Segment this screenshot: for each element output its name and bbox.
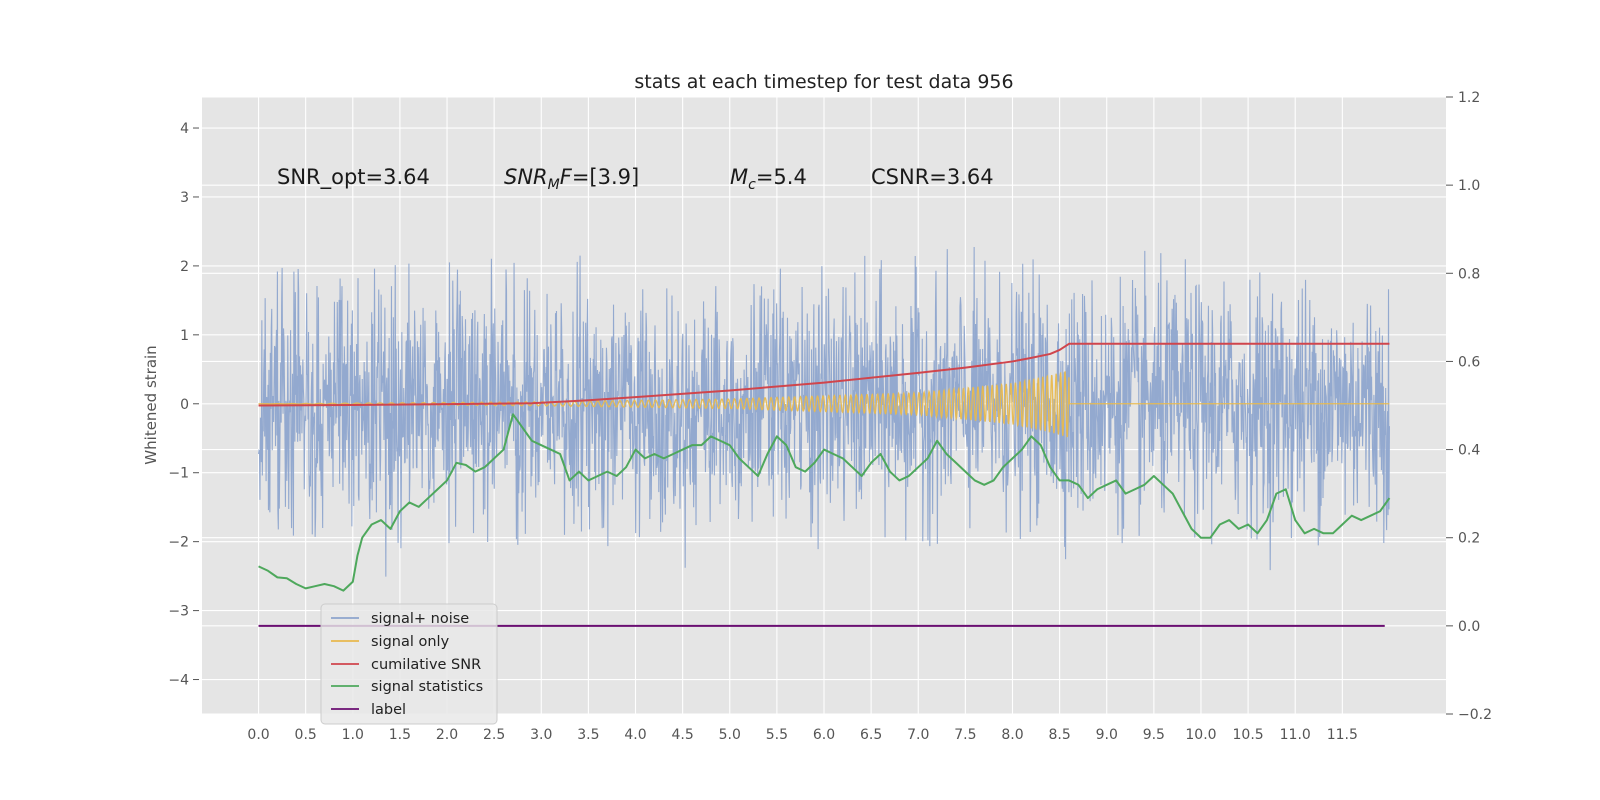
x-tick-label: 6.5 xyxy=(860,727,882,743)
x-tick-label: 11.5 xyxy=(1327,727,1358,743)
y-tick-label: −2 xyxy=(168,535,189,551)
x-tick-label: 5.5 xyxy=(766,727,788,743)
annotation-snr-mf: SNRMF=[3.9] xyxy=(504,165,639,193)
y2-tick-label: 0.0 xyxy=(1458,619,1480,635)
y-axis-label: Whitened strain xyxy=(142,345,160,464)
x-tick-label: 0.0 xyxy=(247,727,269,743)
annotation-snr-mf-sub: M xyxy=(548,177,560,193)
line-cumilative-snr xyxy=(258,342,1390,407)
y-tick-label: 3 xyxy=(180,190,189,206)
series-signal-plus-noise xyxy=(258,247,1390,577)
legend-item-signal-plus-noise: signal+ noise xyxy=(331,611,469,627)
y2-tick-label: 1.0 xyxy=(1458,178,1480,194)
y2-tick-label: −0.2 xyxy=(1458,707,1492,723)
y-tick-label: −3 xyxy=(168,604,189,620)
x-tick-label: 4.0 xyxy=(624,727,646,743)
y-tick-label: −1 xyxy=(168,466,189,482)
annotation-snr-opt: SNR_opt=3.64 xyxy=(277,165,430,190)
y-tick-label: 1 xyxy=(180,328,189,344)
x-tick-label: 0.5 xyxy=(295,727,317,743)
legend-item-label: label xyxy=(331,702,406,718)
y-tick-label: −4 xyxy=(168,673,189,689)
y2-tick-label: 0.6 xyxy=(1458,354,1480,370)
x-tick-label: 3.0 xyxy=(530,727,552,743)
legend-item-cumilative-snr: cumilative SNR xyxy=(331,657,481,673)
y2-tick-label: 1.2 xyxy=(1458,90,1480,106)
chart-title: stats at each timestep for test data 956 xyxy=(634,71,1013,93)
y-axis: −4 −3 −2 −1 0 1 2 3 4 xyxy=(168,121,199,689)
x-tick-label: 2.0 xyxy=(436,727,458,743)
x-axis: 0.0 0.5 1.0 1.5 2.0 2.5 3.0 3.5 4.0 4.5 5.0 5.5 6.0 6… xyxy=(247,727,1358,743)
legend-item-signal-statistics: signal statistics xyxy=(331,679,483,695)
annotation-mc: Mc=5.4 xyxy=(730,165,807,193)
x-tick-label: 9.5 xyxy=(1143,727,1165,743)
x-tick-label: 8.0 xyxy=(1001,727,1023,743)
x-tick-label: 7.5 xyxy=(954,727,976,743)
y2-tick-label: 0.4 xyxy=(1458,443,1480,459)
legend-label: signal statistics xyxy=(371,679,483,695)
line-signal-plus-noise xyxy=(258,247,1390,577)
annotation-snr-mf-f: F xyxy=(560,165,573,189)
y-tick-label: 0 xyxy=(180,397,189,413)
annotation-mc-val: =5.4 xyxy=(756,165,807,189)
legend: signal+ noise signal only cumilative SNR… xyxy=(320,603,498,725)
legend-box xyxy=(320,603,498,725)
x-tick-label: 10.0 xyxy=(1185,727,1216,743)
x-tick-label: 2.5 xyxy=(483,727,505,743)
x-tick-label: 11.0 xyxy=(1280,727,1311,743)
x-tick-label: 3.5 xyxy=(577,727,599,743)
x-tick-label: 5.0 xyxy=(719,727,741,743)
x-tick-label: 1.5 xyxy=(389,727,411,743)
y2-axis: −0.2 0.0 0.2 0.4 0.6 0.8 1.0 1.2 xyxy=(1446,90,1492,723)
y-tick-label: 2 xyxy=(180,259,189,275)
x-tick-label: 1.0 xyxy=(342,727,364,743)
annotation-mc-main: M xyxy=(730,165,748,189)
annotation-snr-mf-main: SNR xyxy=(504,165,548,189)
legend-label: cumilative SNR xyxy=(371,657,481,673)
legend-label: label xyxy=(371,702,406,718)
legend-label: signal only xyxy=(371,634,450,650)
annotation-snr-mf-val: =[3.9] xyxy=(572,165,639,189)
x-tick-label: 6.0 xyxy=(813,727,835,743)
annotation-mc-sub: c xyxy=(748,177,756,193)
line-signal-statistics xyxy=(258,413,1391,592)
x-tick-label: 10.5 xyxy=(1233,727,1264,743)
x-tick-label: 4.5 xyxy=(672,727,694,743)
legend-item-signal-only: signal only xyxy=(331,634,450,650)
x-tick-label: 8.5 xyxy=(1048,727,1070,743)
x-tick-label: 7.0 xyxy=(907,727,929,743)
y-tick-label: 4 xyxy=(180,121,189,137)
x-tick-label: 9.0 xyxy=(1096,727,1118,743)
y2-tick-label: 0.2 xyxy=(1458,531,1480,547)
annotation-csnr: CSNR=3.64 xyxy=(871,165,994,189)
y2-tick-label: 0.8 xyxy=(1458,266,1480,282)
legend-label: signal+ noise xyxy=(371,611,469,627)
